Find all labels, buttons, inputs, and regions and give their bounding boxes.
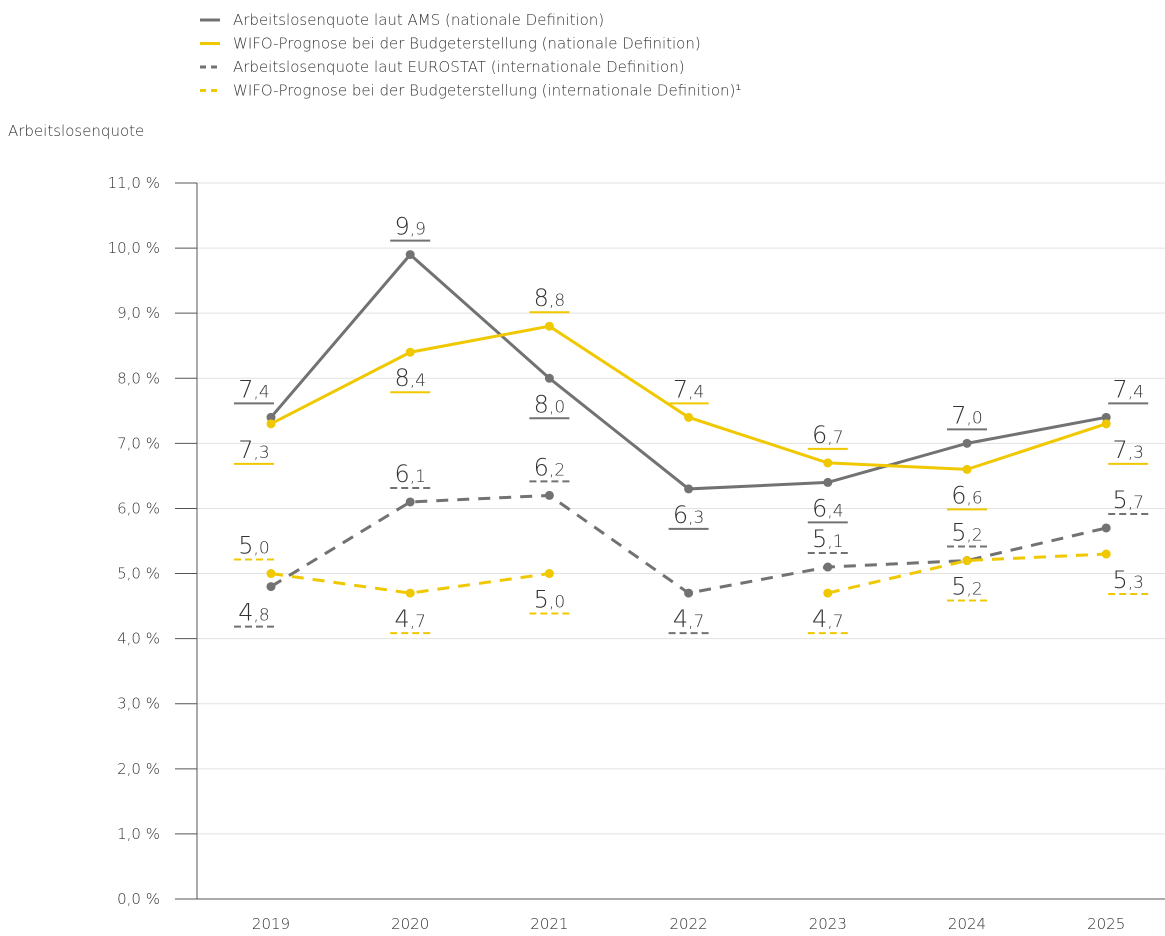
data-label: 5,1 [812, 525, 844, 553]
data-point [962, 464, 972, 474]
x-tick-label: 2021 [530, 915, 568, 933]
data-point [684, 484, 694, 494]
data-label: 4,7 [673, 605, 705, 633]
data-point [405, 347, 415, 357]
y-axis-label: Arbeitslosenquote [8, 122, 144, 140]
data-point [266, 569, 276, 579]
y-tick-label: 3,0 % [117, 695, 160, 713]
data-point [405, 497, 415, 507]
data-point [544, 490, 554, 500]
data-label: 7,4 [238, 375, 270, 403]
y-tick-label: 2,0 % [117, 760, 160, 778]
data-point [962, 556, 972, 566]
y-tick-label: 8,0 % [117, 369, 160, 387]
data-point [1101, 523, 1111, 533]
data-label: 7,4 [673, 375, 705, 403]
data-label: 5,7 [1112, 486, 1144, 514]
data-label: 4,8 [238, 599, 270, 627]
data-label: 6,3 [673, 501, 705, 529]
y-tick-label: 11,0 % [108, 174, 160, 192]
y-tick-label: 10,0 % [108, 239, 160, 257]
x-tick-label: 2024 [948, 915, 986, 933]
y-tick-label: 4,0 % [117, 630, 160, 648]
data-label: 5,0 [534, 586, 566, 614]
data-point [823, 562, 833, 572]
data-point [823, 477, 833, 487]
x-tick-label: 2022 [670, 915, 708, 933]
data-point [962, 438, 972, 448]
data-label: 6,7 [812, 421, 844, 449]
data-point [1101, 419, 1111, 429]
data-point [266, 582, 276, 592]
data-label: 5,0 [238, 532, 270, 560]
legend-label: Arbeitslosenquote laut EUROSTAT (interna… [233, 58, 685, 76]
y-tick-label: 5,0 % [117, 565, 160, 583]
data-point [266, 419, 276, 429]
y-tick-label: 0,0 % [117, 890, 160, 908]
data-label: 7,3 [1112, 436, 1144, 464]
x-tick-label: 2019 [252, 915, 290, 933]
legend-label: Arbeitslosenquote laut AMS (nationale De… [233, 11, 604, 29]
y-tick-label: 7,0 % [117, 434, 160, 452]
data-label: 4,7 [812, 605, 844, 633]
data-point [1101, 412, 1111, 422]
data-label: 6,1 [394, 460, 426, 488]
data-point [266, 412, 276, 422]
data-label: 9,9 [394, 213, 426, 241]
x-tick-label: 2020 [391, 915, 429, 933]
data-point [684, 412, 694, 422]
data-label: 7,4 [1112, 375, 1144, 403]
data-point [544, 569, 554, 579]
data-label: 6,4 [812, 494, 844, 522]
data-label: 6,6 [951, 481, 983, 509]
x-tick-label: 2023 [809, 915, 847, 933]
data-point [405, 588, 415, 598]
data-label: 8,4 [394, 364, 426, 392]
data-point [405, 250, 415, 260]
series-line [270, 552, 1107, 595]
data-label: 4,7 [394, 605, 426, 633]
data-label: 8,0 [534, 390, 566, 418]
data-point [1101, 549, 1111, 559]
y-tick-label: 1,0 % [117, 825, 160, 843]
data-point [823, 458, 833, 468]
data-label: 7,0 [951, 401, 983, 429]
data-label: 5,2 [951, 519, 983, 547]
x-tick-label: 2025 [1087, 915, 1125, 933]
data-label: 7,3 [238, 436, 270, 464]
data-label: 8,8 [534, 284, 566, 312]
legend-label: WIFO-Prognose bei der Budgeterstellung (… [233, 82, 741, 100]
data-point [684, 588, 694, 598]
y-tick-label: 6,0 % [117, 499, 160, 517]
data-point [544, 321, 554, 331]
data-label: 6,2 [534, 453, 566, 481]
data-label: 5,2 [951, 573, 983, 601]
data-label: 5,3 [1112, 566, 1144, 594]
legend-label: WIFO-Prognose bei der Budgeterstellung (… [233, 35, 701, 53]
data-point [823, 588, 833, 598]
data-point [544, 373, 554, 383]
y-tick-label: 9,0 % [117, 304, 160, 322]
